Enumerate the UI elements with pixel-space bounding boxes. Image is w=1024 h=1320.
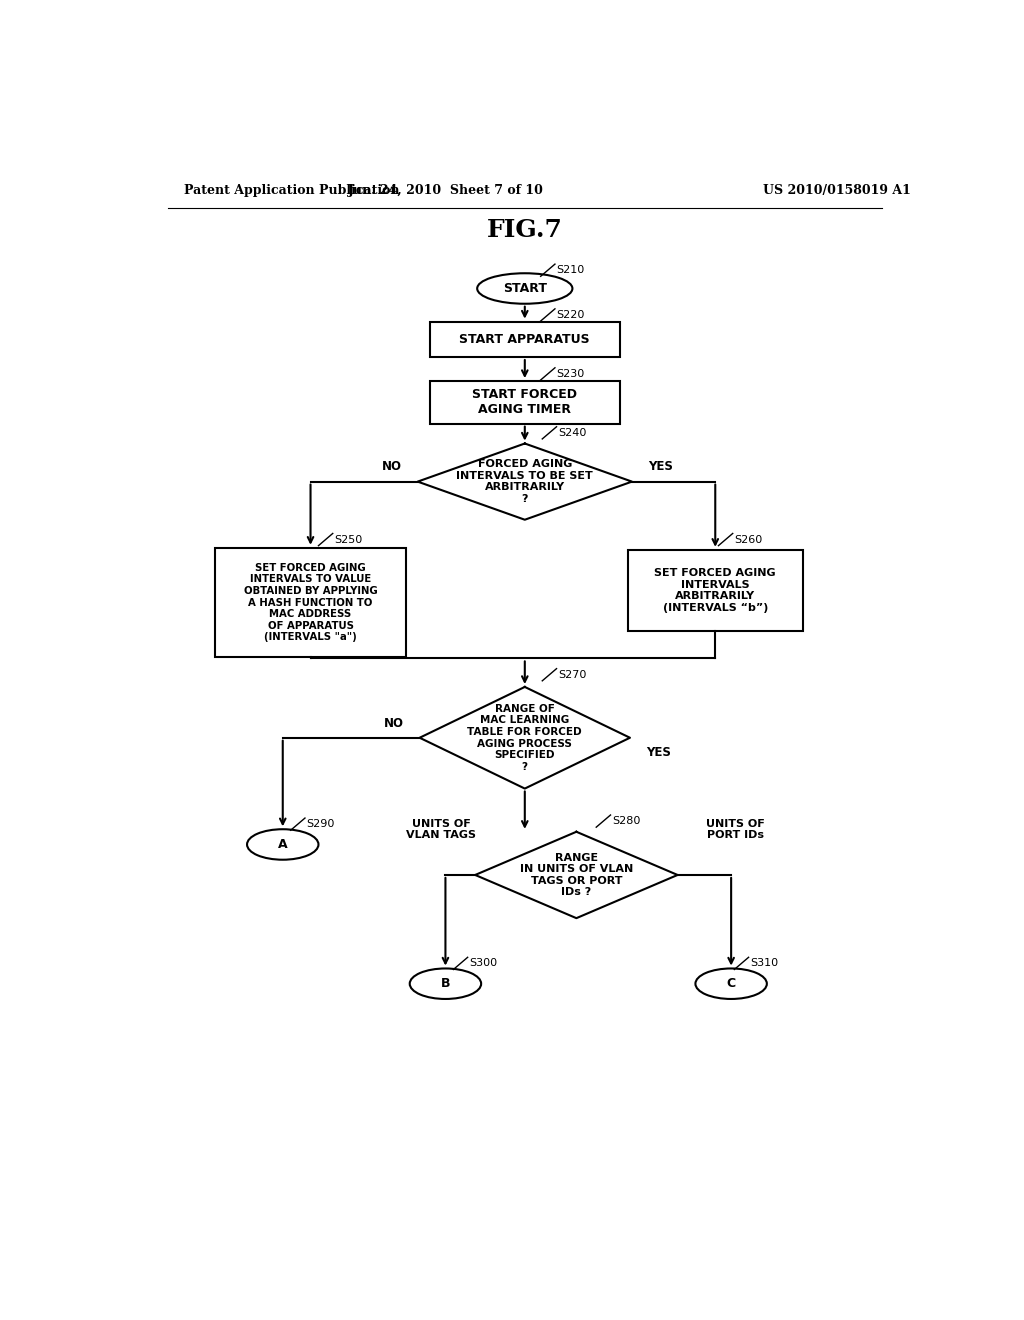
Text: S260: S260 xyxy=(734,535,763,545)
Text: FORCED AGING
INTERVALS TO BE SET
ARBITRARILY
?: FORCED AGING INTERVALS TO BE SET ARBITRA… xyxy=(457,459,593,504)
Ellipse shape xyxy=(477,273,572,304)
Polygon shape xyxy=(475,832,678,919)
Polygon shape xyxy=(420,686,630,788)
Polygon shape xyxy=(418,444,632,520)
Text: S270: S270 xyxy=(558,669,587,680)
Text: RANGE
IN UNITS OF VLAN
TAGS OR PORT
IDs ?: RANGE IN UNITS OF VLAN TAGS OR PORT IDs … xyxy=(520,853,633,898)
Text: START: START xyxy=(503,282,547,294)
FancyBboxPatch shape xyxy=(430,381,620,424)
Text: YES: YES xyxy=(646,747,671,759)
Text: S290: S290 xyxy=(306,820,335,829)
Text: START APPARATUS: START APPARATUS xyxy=(460,333,590,346)
Text: S300: S300 xyxy=(469,958,498,969)
FancyBboxPatch shape xyxy=(628,549,803,631)
Text: RANGE OF
MAC LEARNING
TABLE FOR FORCED
AGING PROCESS
SPECIFIED
?: RANGE OF MAC LEARNING TABLE FOR FORCED A… xyxy=(468,704,582,772)
Ellipse shape xyxy=(410,969,481,999)
Ellipse shape xyxy=(247,829,318,859)
Text: S250: S250 xyxy=(334,535,362,545)
Text: NO: NO xyxy=(382,461,401,474)
Text: S230: S230 xyxy=(557,368,585,379)
Text: FIG.7: FIG.7 xyxy=(486,218,563,242)
FancyBboxPatch shape xyxy=(215,548,406,657)
Text: UNITS OF
VLAN TAGS: UNITS OF VLAN TAGS xyxy=(407,818,476,841)
Text: S210: S210 xyxy=(557,265,585,275)
Text: S220: S220 xyxy=(557,310,585,319)
Text: NO: NO xyxy=(384,717,403,730)
Text: B: B xyxy=(440,977,451,990)
Text: SET FORCED AGING
INTERVALS TO VALUE
OBTAINED BY APPLYING
A HASH FUNCTION TO
MAC : SET FORCED AGING INTERVALS TO VALUE OBTA… xyxy=(244,562,378,643)
Text: START FORCED
AGING TIMER: START FORCED AGING TIMER xyxy=(472,388,578,416)
Text: US 2010/0158019 A1: US 2010/0158019 A1 xyxy=(763,183,910,197)
Ellipse shape xyxy=(695,969,767,999)
FancyBboxPatch shape xyxy=(430,322,620,358)
Text: A: A xyxy=(278,838,288,851)
Text: S310: S310 xyxy=(751,958,778,969)
Text: UNITS OF
PORT IDs: UNITS OF PORT IDs xyxy=(706,818,765,841)
Text: Patent Application Publication: Patent Application Publication xyxy=(183,183,399,197)
Text: SET FORCED AGING
INTERVALS
ARBITRARILY
(INTERVALS “b”): SET FORCED AGING INTERVALS ARBITRARILY (… xyxy=(654,568,776,612)
Text: S280: S280 xyxy=(612,816,640,826)
Text: S240: S240 xyxy=(558,428,587,438)
Text: C: C xyxy=(727,977,735,990)
Text: Jun. 24, 2010  Sheet 7 of 10: Jun. 24, 2010 Sheet 7 of 10 xyxy=(347,183,544,197)
Text: YES: YES xyxy=(648,461,673,474)
